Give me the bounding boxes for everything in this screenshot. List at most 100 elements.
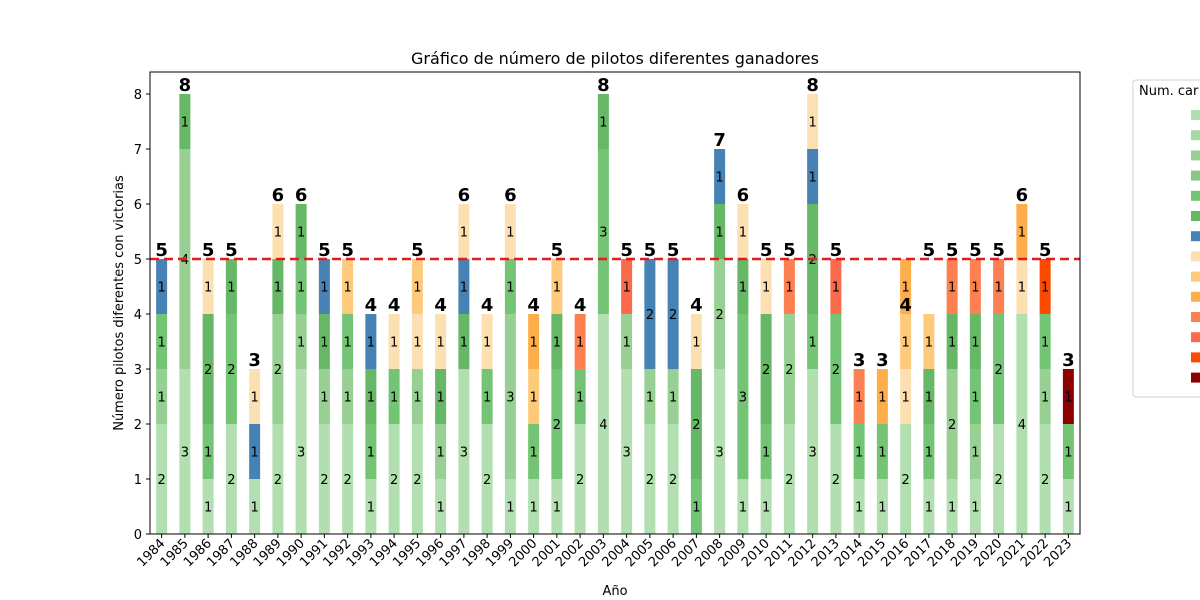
segment-value-label: 1 [529, 336, 537, 351]
bar-segment [388, 369, 400, 424]
segment-value-label: 2 [390, 473, 398, 488]
legend-swatch [1191, 372, 1200, 383]
bar-segment [225, 259, 237, 314]
bar-segment [318, 314, 330, 369]
segment-value-label: 1 [785, 281, 793, 296]
bar-segment [551, 314, 563, 369]
bar-segment [969, 314, 981, 369]
bar-segment [411, 259, 423, 314]
segment-value-label: 3 [506, 391, 514, 406]
bar-segment [1039, 259, 1051, 314]
bar-total-label: 4 [481, 295, 494, 316]
segment-value-label: 1 [297, 226, 305, 241]
segment-value-label: 1 [506, 501, 514, 516]
segment-value-label: 1 [460, 281, 468, 296]
bar-total-label: 4 [690, 295, 703, 316]
segment-value-label: 1 [971, 336, 979, 351]
bar-total-label: 8 [597, 75, 610, 96]
bar-segment [342, 369, 354, 424]
bar-total-label: 4 [527, 295, 540, 316]
segment-value-label: 1 [390, 336, 398, 351]
bar-segment [876, 424, 888, 479]
bar-segment [411, 369, 423, 424]
bar-segment [295, 259, 307, 314]
bar-segment [876, 369, 888, 424]
segment-value-label: 3 [808, 446, 816, 461]
legend-swatch [1191, 211, 1200, 221]
segment-value-label: 1 [367, 501, 375, 516]
bar-segment [551, 369, 563, 479]
segment-value-label: 1 [413, 336, 421, 351]
y-tick-label: 3 [134, 363, 142, 378]
y-tick-label: 2 [134, 418, 142, 433]
bar-segment [923, 369, 935, 424]
bar-total-label: 5 [969, 240, 982, 261]
bar-segment [1016, 314, 1028, 534]
bar-segment [365, 369, 377, 424]
segment-value-label: 2 [832, 363, 840, 378]
bar-segment [225, 314, 237, 424]
segment-value-label: 1 [832, 281, 840, 296]
legend-swatch [1191, 231, 1200, 242]
bar-segment [574, 424, 586, 534]
bar-segment [969, 479, 981, 534]
bar-segment [993, 314, 1005, 424]
bar-segment [1039, 369, 1051, 424]
x-axis-label: Año [602, 584, 627, 599]
bar-segment [365, 314, 377, 369]
segment-value-label: 1 [948, 501, 956, 516]
bar-total-label: 6 [295, 185, 308, 206]
bar-total-label: 4 [574, 295, 587, 316]
bar-total-label: 5 [1039, 240, 1052, 261]
segment-value-label: 1 [1041, 336, 1049, 351]
bar-segment [365, 424, 377, 479]
bar-segment [458, 369, 470, 534]
segment-value-label: 1 [925, 501, 933, 516]
y-tick-label: 4 [134, 308, 142, 323]
segment-value-label: 1 [576, 336, 584, 351]
segment-value-label: 2 [901, 473, 909, 488]
bar-segment [714, 149, 726, 204]
bar-segment [272, 204, 284, 259]
bar-segment [342, 314, 354, 369]
bar-segment [156, 314, 168, 369]
segment-value-label: 1 [855, 446, 863, 461]
segment-value-label: 1 [901, 391, 909, 406]
segment-value-label: 1 [901, 281, 909, 296]
bar-segment [737, 314, 749, 479]
segment-value-label: 1 [808, 336, 816, 351]
segment-value-label: 1 [343, 391, 351, 406]
segment-value-label: 1 [878, 501, 886, 516]
bar-segment [1016, 259, 1028, 314]
bar-segment [435, 424, 447, 479]
bar-segment [714, 369, 726, 534]
bar-total-label: 6 [737, 185, 750, 206]
bar-segment [574, 369, 586, 424]
segment-value-label: 1 [320, 336, 328, 351]
bar-total-label: 5 [783, 240, 796, 261]
segment-value-label: 1 [1018, 281, 1026, 296]
bar-segment [202, 479, 214, 534]
segment-value-label: 1 [343, 281, 351, 296]
bar-segment [574, 314, 586, 369]
bar-total-label: 3 [853, 350, 866, 371]
legend-box [1132, 79, 1200, 398]
legend: Num. car [1132, 79, 1200, 398]
bar-segment [295, 314, 307, 369]
bar-total-label: 4 [365, 295, 378, 316]
bar-total-label: 4 [434, 295, 447, 316]
bar-segment [946, 479, 958, 534]
bar-segment [853, 424, 865, 479]
bar-total-label: 5 [923, 240, 936, 261]
y-tick-label: 0 [134, 528, 142, 543]
bar-segment [830, 259, 842, 314]
segment-value-label: 1 [925, 446, 933, 461]
bar-total-label: 3 [1062, 350, 1075, 371]
segment-value-label: 1 [250, 501, 258, 516]
segment-value-label: 1 [739, 281, 747, 296]
segment-value-label: 1 [413, 281, 421, 296]
bar-total-label: 5 [155, 240, 168, 261]
segment-value-label: 1 [808, 171, 816, 186]
bar-segment [179, 369, 191, 534]
segment-value-label: 1 [204, 446, 212, 461]
